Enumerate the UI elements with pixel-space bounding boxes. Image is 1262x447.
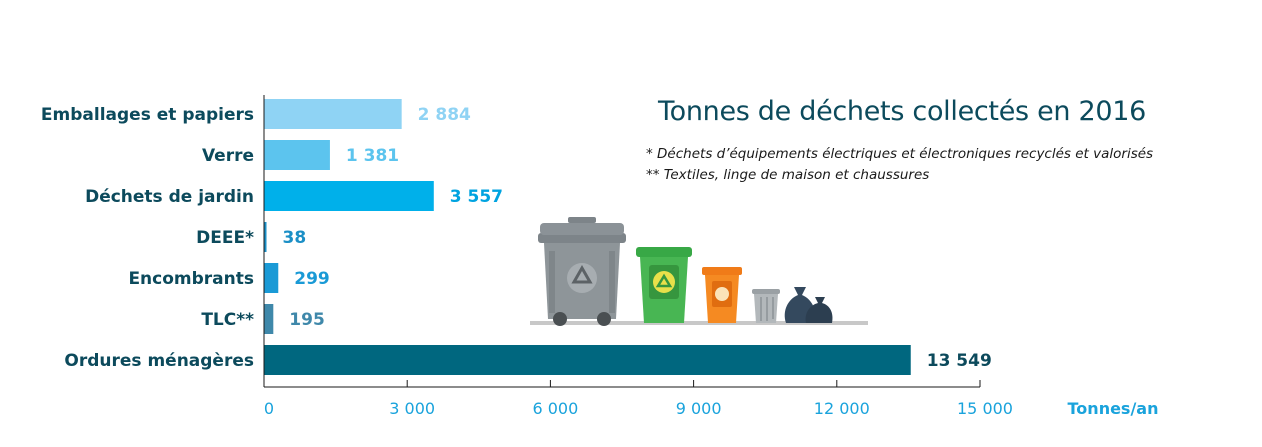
category-label-0: Emballages et papiers bbox=[41, 105, 254, 125]
ground-shadow bbox=[530, 321, 868, 325]
value-label-6: 13 549 bbox=[927, 351, 992, 371]
category-label-2: Déchets de jardin bbox=[85, 187, 254, 207]
chart-title: Tonnes de déchets collectés en 2016 bbox=[658, 96, 1146, 127]
garbage-bags-icon bbox=[784, 287, 833, 323]
green-wheelie-bin-recycle-icon bbox=[636, 247, 692, 323]
category-label-4: Encombrants bbox=[128, 269, 254, 289]
category-label-1: Verre bbox=[202, 146, 254, 166]
x-axis-unit-label: Tonnes/an bbox=[1068, 399, 1159, 418]
value-label-2: 3 557 bbox=[450, 187, 503, 207]
bar-1 bbox=[264, 140, 330, 170]
category-label-6: Ordures ménagères bbox=[64, 351, 254, 371]
waste-bins-illustration bbox=[530, 217, 868, 326]
x-tick-label-0: 0 bbox=[264, 399, 274, 418]
value-label-4: 299 bbox=[294, 269, 330, 289]
footnote-deee: * Déchets d’équipements électriques et é… bbox=[646, 146, 1154, 162]
orange-wheelie-bin-recycle-icon bbox=[702, 267, 742, 323]
value-label-1: 1 381 bbox=[346, 146, 399, 166]
grey-wheelie-bin-recycle-icon bbox=[538, 217, 626, 326]
grey-trash-can-icon bbox=[752, 289, 780, 323]
x-tick-label-2: 6 000 bbox=[532, 399, 578, 418]
bar-6 bbox=[264, 345, 911, 375]
category-label-3: DEEE* bbox=[196, 228, 254, 248]
value-label-0: 2 884 bbox=[418, 105, 471, 125]
x-tick-label-1: 3 000 bbox=[389, 399, 435, 418]
bar-3 bbox=[264, 222, 267, 252]
category-label-5: TLC** bbox=[201, 310, 254, 330]
x-tick-label-3: 9 000 bbox=[676, 399, 722, 418]
footnote-tlc: ** Textiles, linge de maison et chaussur… bbox=[646, 167, 930, 183]
bar-0 bbox=[264, 99, 402, 129]
bar-5 bbox=[264, 304, 274, 334]
value-label-3: 38 bbox=[283, 228, 307, 248]
value-label-5: 195 bbox=[289, 310, 325, 330]
bar-2 bbox=[264, 181, 434, 211]
x-tick-label-4: 12 000 bbox=[814, 399, 870, 418]
x-tick-label-5: 15 000 bbox=[957, 399, 1013, 418]
bar-4 bbox=[264, 263, 279, 293]
